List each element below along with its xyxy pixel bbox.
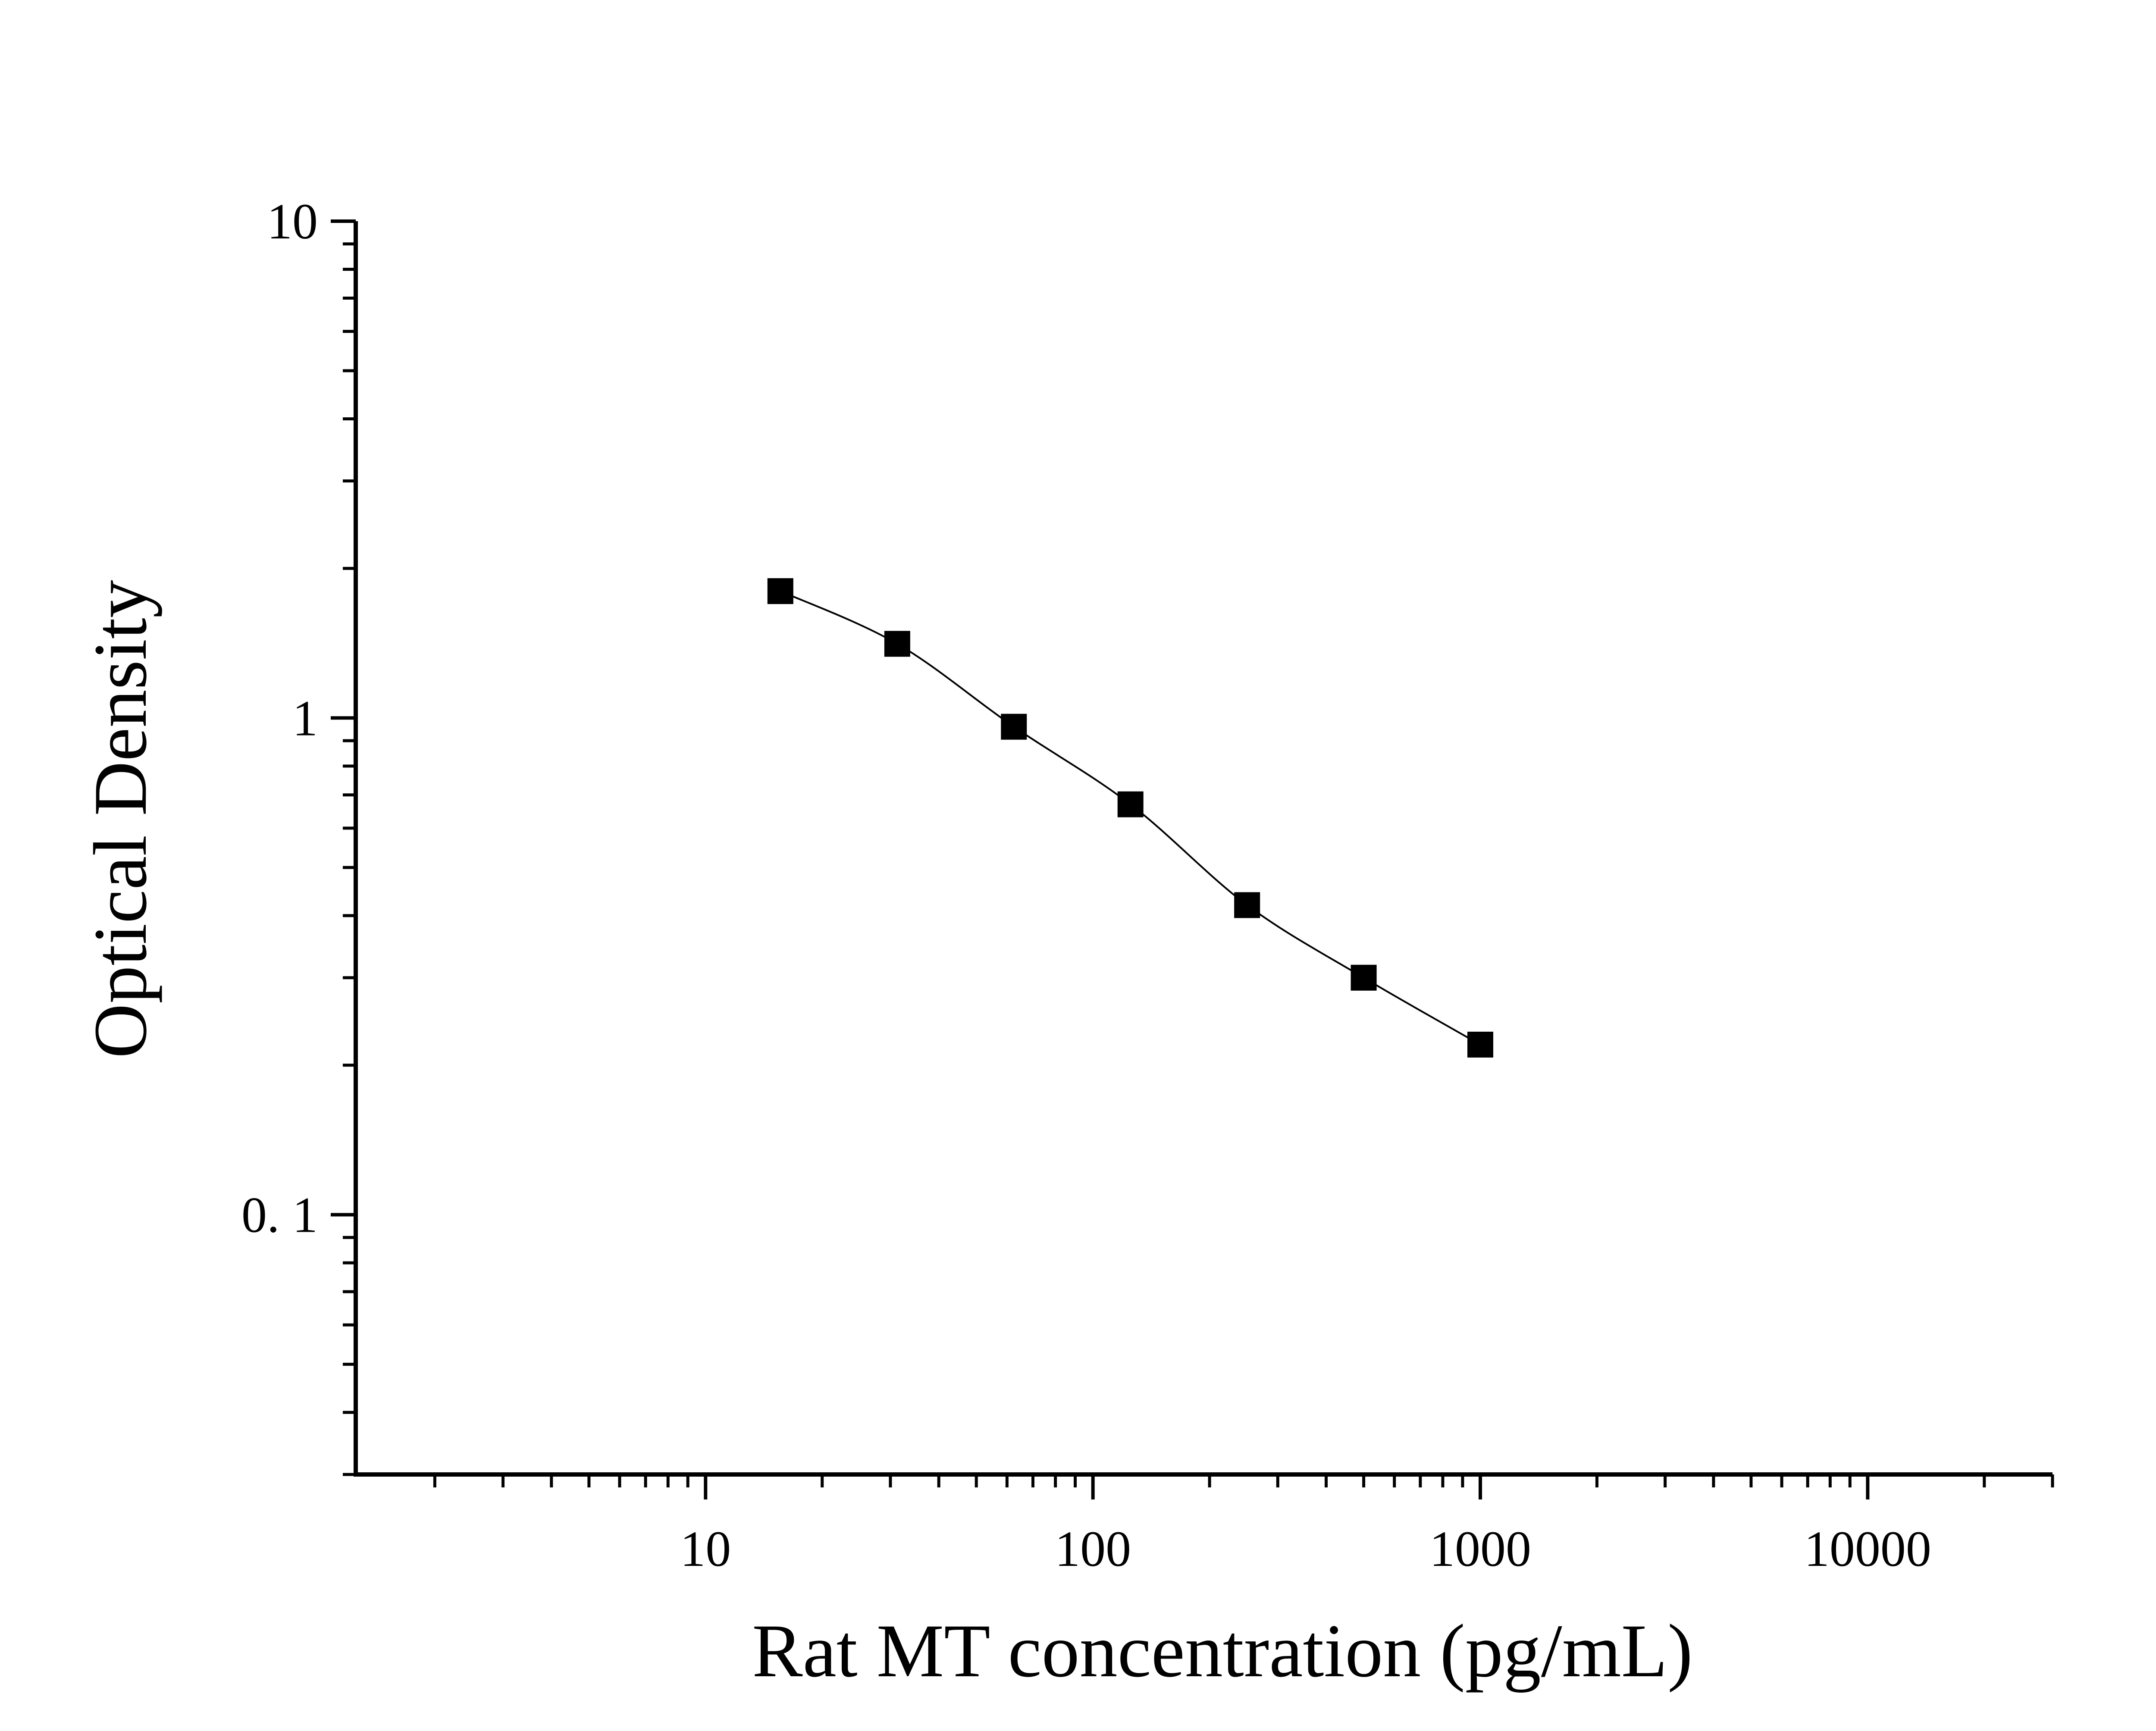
data-points: [767, 578, 1494, 1058]
x-tick-label: 100: [1055, 1521, 1131, 1577]
data-point-marker: [1467, 1031, 1494, 1058]
y-axis-tick-labels: 10 1 0. 1: [241, 193, 318, 1243]
x-axis-major-ticks: [704, 1474, 1870, 1499]
x-tick-label: 10: [680, 1521, 731, 1577]
x-axis-tick-labels: 10 100 1000 10000: [680, 1521, 1931, 1577]
data-point-marker: [1117, 791, 1144, 817]
x-tick-label: 1000: [1429, 1521, 1531, 1577]
y-tick-label: 1: [292, 690, 318, 746]
y-axis-major-ticks: [331, 219, 356, 1217]
x-axis-title: Rat MT concentration (pg/mL): [752, 1609, 1693, 1693]
data-point-marker: [1001, 714, 1027, 740]
x-tick-label: 10000: [1804, 1521, 1931, 1577]
data-point-marker: [1351, 964, 1377, 991]
y-tick-label: 10: [267, 193, 318, 250]
y-axis-title: Optical Density: [78, 580, 163, 1058]
data-point-marker: [767, 578, 793, 604]
data-point-marker: [884, 631, 910, 657]
y-tick-label: 0. 1: [241, 1187, 318, 1243]
data-point-marker: [1234, 892, 1260, 918]
